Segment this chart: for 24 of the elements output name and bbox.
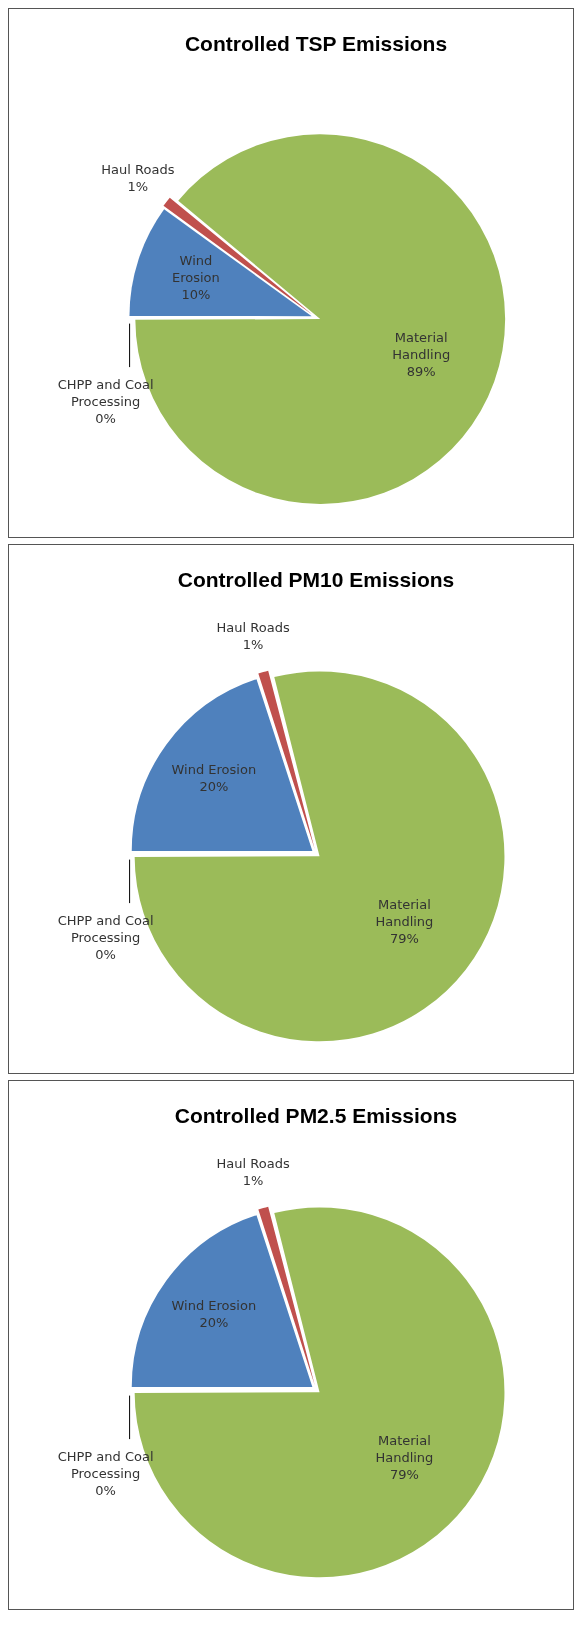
data-label: 10% bbox=[181, 286, 211, 302]
data-label: 20% bbox=[199, 1315, 229, 1331]
slice-label: Wind Erosion bbox=[171, 252, 220, 285]
text: 0% bbox=[95, 410, 116, 426]
chart-title: Controlled TSP Emissions bbox=[184, 32, 448, 56]
data-label: 89% bbox=[406, 363, 436, 379]
data-label: 79% bbox=[389, 930, 419, 946]
slice-label: Material Handling bbox=[392, 329, 451, 362]
slice-label: Haul Roads bbox=[101, 162, 175, 178]
slice-label: Wind Erosion bbox=[171, 1298, 257, 1314]
slice-label: Haul Roads bbox=[216, 1156, 290, 1172]
data-label: 20% bbox=[199, 779, 229, 795]
chart-title: Controlled PM10 Emissions bbox=[177, 568, 455, 592]
data-label: 1% bbox=[242, 637, 264, 653]
slice-label: Material Handling bbox=[375, 896, 434, 929]
text: 0% bbox=[95, 946, 116, 962]
slice-label: Material Handling bbox=[375, 1432, 434, 1465]
data-label: 79% bbox=[389, 1466, 419, 1482]
chart-title: Controlled PM2.5 Emissions bbox=[174, 1104, 458, 1128]
slice-label: Wind Erosion bbox=[171, 762, 257, 778]
text: 0% bbox=[95, 1482, 116, 1498]
slice-label: Haul Roads bbox=[216, 620, 290, 636]
data-label: 1% bbox=[127, 179, 149, 195]
data-label: 1% bbox=[242, 1173, 264, 1189]
